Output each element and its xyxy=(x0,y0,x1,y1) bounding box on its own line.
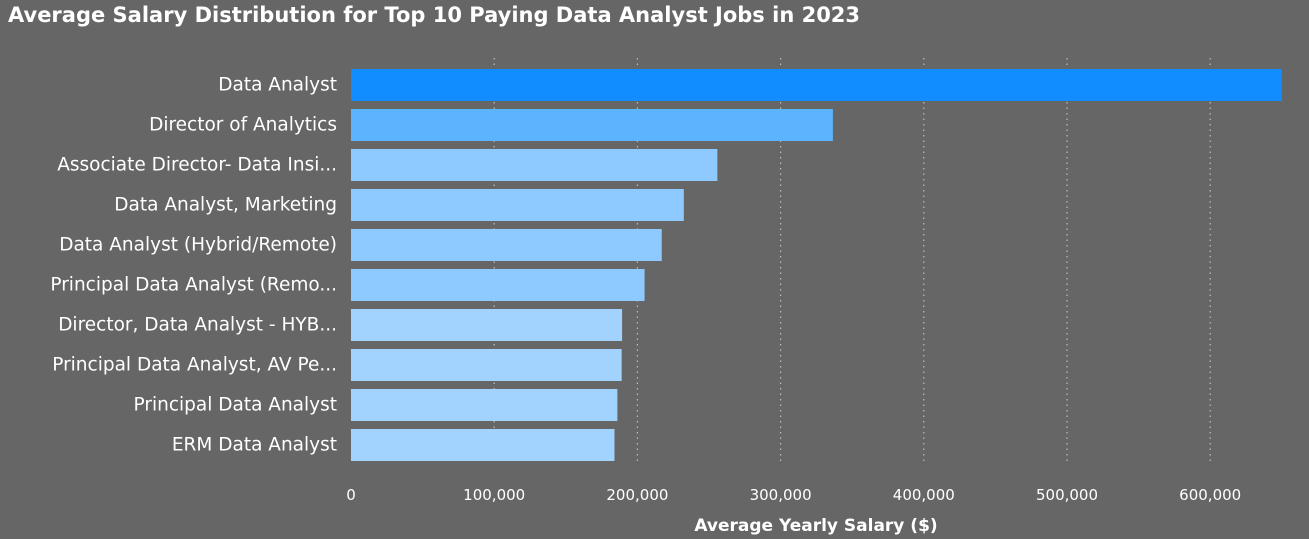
x-tick-label: 100,000 xyxy=(463,486,525,504)
x-axis-title: Average Yearly Salary ($) xyxy=(694,516,937,536)
category-labels: Data Analyst Director of Analytics Associa… xyxy=(50,75,337,456)
x-tick-label: 600,000 xyxy=(1179,486,1241,504)
category-label: Director, Data Analyst - HYB... xyxy=(58,315,337,336)
bar[interactable] xyxy=(351,189,684,221)
x-tick-label: 400,000 xyxy=(893,486,955,504)
category-label: Principal Data Analyst, AV Pe... xyxy=(52,355,337,376)
x-tick-label: 0 xyxy=(346,486,356,504)
bar[interactable] xyxy=(351,149,718,181)
category-label: Data Analyst xyxy=(218,75,337,96)
category-label: Associate Director- Data Insi... xyxy=(57,155,337,176)
x-tick-label: 500,000 xyxy=(1036,486,1098,504)
chart-title: Average Salary Distribution for Top 10 P… xyxy=(8,3,861,27)
category-label: Principal Data Analyst xyxy=(134,395,337,416)
category-label: Director of Analytics xyxy=(149,115,337,136)
x-tick-labels: 0 100,000 200,000 300,000 400,000 500,000 600,… xyxy=(346,486,1241,504)
x-tick-label: 300,000 xyxy=(750,486,812,504)
category-label: Data Analyst, Marketing xyxy=(114,195,337,216)
category-label: ERM Data Analyst xyxy=(172,435,337,456)
bar[interactable] xyxy=(351,309,623,341)
x-tick-label: 200,000 xyxy=(606,486,668,504)
bar[interactable] xyxy=(351,69,1282,101)
bar[interactable] xyxy=(351,109,833,141)
category-label: Principal Data Analyst (Remo... xyxy=(50,275,337,296)
bar[interactable] xyxy=(351,229,662,261)
bar[interactable] xyxy=(351,269,645,301)
bar[interactable] xyxy=(351,429,615,461)
bar[interactable] xyxy=(351,389,618,421)
bar[interactable] xyxy=(351,349,622,381)
category-label: Data Analyst (Hybrid/Remote) xyxy=(59,235,337,256)
bars xyxy=(351,69,1282,461)
